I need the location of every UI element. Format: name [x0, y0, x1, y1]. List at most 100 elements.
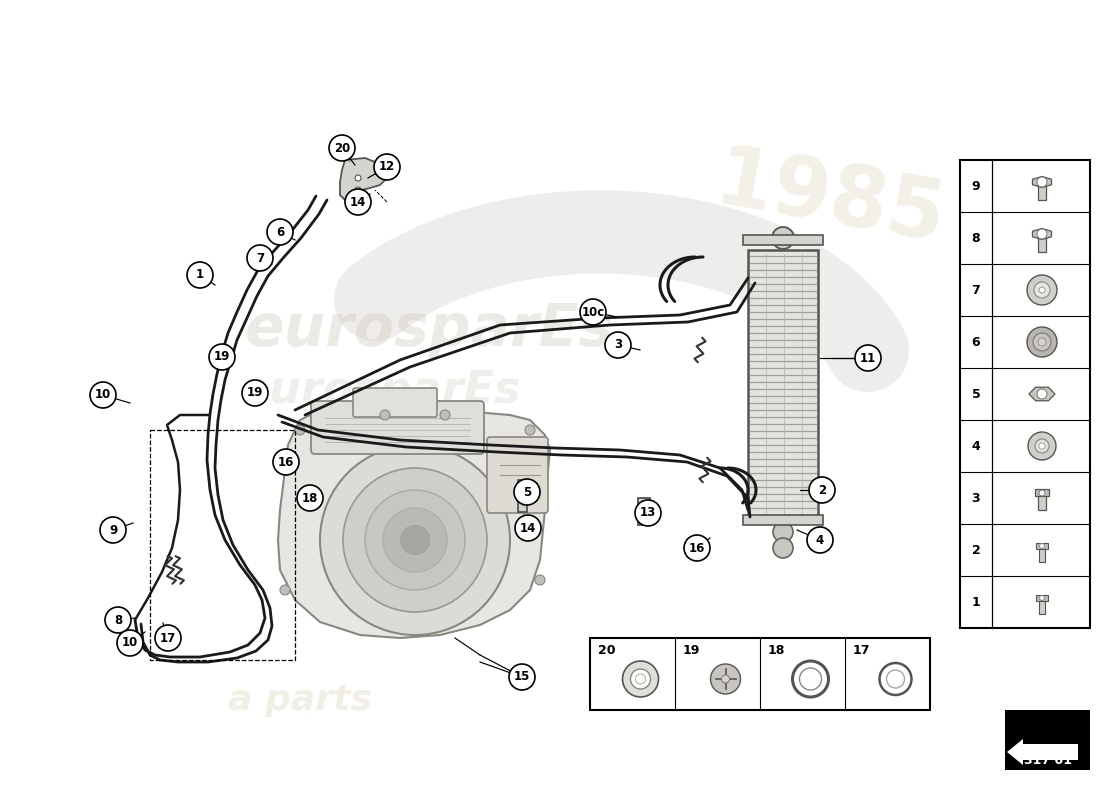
Bar [1035, 489, 1049, 496]
Bar [1038, 232, 1046, 252]
Bar [742, 515, 823, 525]
FancyBboxPatch shape [353, 388, 437, 417]
Text: 12: 12 [378, 161, 395, 174]
Text: 7: 7 [256, 251, 264, 265]
Circle shape [773, 538, 793, 558]
Text: 19: 19 [683, 643, 701, 657]
Circle shape [887, 670, 904, 688]
Bar [1038, 495, 1046, 510]
Circle shape [509, 664, 535, 690]
Text: 3: 3 [971, 491, 980, 505]
Circle shape [399, 524, 431, 556]
Circle shape [1035, 439, 1049, 453]
FancyBboxPatch shape [487, 437, 548, 513]
Circle shape [514, 479, 540, 505]
Circle shape [209, 344, 235, 370]
Bar [1040, 548, 1045, 562]
Text: 317 01: 317 01 [1023, 754, 1071, 766]
Circle shape [187, 262, 213, 288]
Text: 2: 2 [971, 543, 980, 557]
Circle shape [792, 661, 828, 697]
Text: 1985: 1985 [708, 140, 952, 260]
Text: eurosparEs: eurosparEs [239, 369, 520, 411]
Text: 4: 4 [816, 534, 824, 546]
Circle shape [855, 345, 881, 371]
Polygon shape [278, 408, 550, 638]
Bar [1040, 600, 1045, 614]
Circle shape [1040, 287, 1045, 293]
Circle shape [772, 227, 794, 249]
Circle shape [1037, 177, 1047, 187]
Circle shape [355, 187, 361, 193]
Circle shape [383, 508, 447, 572]
Circle shape [280, 585, 290, 595]
Circle shape [365, 490, 465, 590]
Circle shape [880, 663, 912, 695]
Text: 13: 13 [640, 506, 656, 519]
Text: 10: 10 [95, 389, 111, 402]
Circle shape [1040, 543, 1045, 549]
Text: 6: 6 [276, 226, 284, 238]
Circle shape [104, 607, 131, 633]
Circle shape [1040, 595, 1045, 601]
Text: 17: 17 [160, 631, 176, 645]
Text: 3: 3 [614, 338, 623, 351]
FancyBboxPatch shape [311, 401, 484, 454]
Circle shape [636, 674, 646, 684]
Bar [1036, 595, 1048, 601]
Text: 7: 7 [971, 283, 980, 297]
Circle shape [1037, 229, 1047, 239]
Circle shape [345, 189, 371, 215]
Text: 5: 5 [522, 486, 531, 498]
Bar [748, 250, 818, 520]
Circle shape [242, 380, 268, 406]
Circle shape [329, 135, 355, 161]
Bar [590, 638, 930, 710]
Circle shape [525, 425, 535, 435]
Circle shape [684, 535, 710, 561]
Circle shape [1027, 275, 1057, 305]
Bar [960, 160, 1090, 628]
Polygon shape [1033, 177, 1052, 187]
Text: eurosparEs: eurosparEs [245, 302, 615, 358]
Text: 20: 20 [334, 142, 350, 154]
Circle shape [343, 468, 487, 612]
Circle shape [800, 668, 822, 690]
Circle shape [580, 299, 606, 325]
Text: 9: 9 [109, 523, 117, 537]
Bar [1005, 710, 1090, 770]
Circle shape [722, 675, 729, 683]
Circle shape [295, 425, 305, 435]
Circle shape [155, 625, 182, 651]
Text: 17: 17 [852, 643, 870, 657]
Circle shape [90, 382, 116, 408]
Text: 14: 14 [350, 195, 366, 209]
Text: 16: 16 [689, 542, 705, 554]
Circle shape [1040, 490, 1045, 496]
Bar [742, 235, 823, 245]
Circle shape [1033, 333, 1050, 351]
Circle shape [379, 410, 390, 420]
Bar [1036, 543, 1048, 549]
Text: a parts: a parts [228, 683, 372, 717]
Circle shape [1040, 443, 1045, 449]
Circle shape [1034, 282, 1050, 298]
Circle shape [100, 517, 126, 543]
Circle shape [630, 669, 650, 689]
Polygon shape [1033, 229, 1052, 239]
Circle shape [773, 522, 793, 542]
Text: 5: 5 [971, 387, 980, 401]
Text: 16: 16 [278, 455, 294, 469]
Circle shape [1027, 327, 1057, 357]
Text: 18: 18 [768, 643, 785, 657]
Circle shape [605, 332, 631, 358]
Polygon shape [1028, 387, 1055, 401]
Circle shape [117, 630, 143, 656]
Text: 2: 2 [818, 483, 826, 497]
Text: 19: 19 [213, 350, 230, 363]
Circle shape [623, 661, 659, 697]
Circle shape [711, 664, 740, 694]
Text: 10: 10 [122, 637, 139, 650]
Text: 9: 9 [971, 179, 980, 193]
Circle shape [1037, 389, 1047, 399]
